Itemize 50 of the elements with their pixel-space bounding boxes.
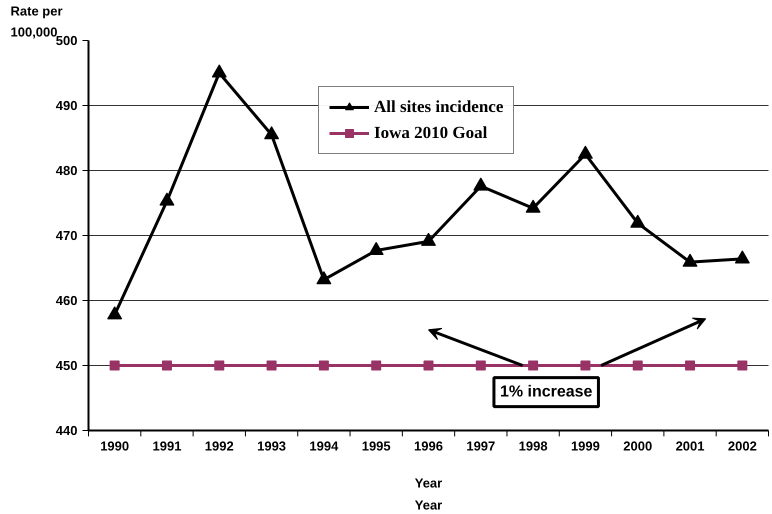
x-tick-label: 1990	[100, 438, 130, 454]
point	[371, 360, 382, 370]
point	[473, 178, 488, 191]
x-axis-title: Year	[414, 476, 442, 490]
x-tick-label: 1994	[309, 438, 340, 454]
point	[685, 360, 696, 370]
point	[264, 126, 280, 140]
x-tick-label: 1996	[414, 438, 443, 454]
y-tick-label: 480	[56, 163, 78, 178]
point	[212, 64, 227, 78]
x-tick-label: 2001	[676, 438, 704, 454]
point	[630, 214, 646, 228]
x-tick-label: 1998	[518, 438, 548, 454]
point	[734, 250, 750, 264]
point	[526, 200, 541, 213]
y-tick-label: 490	[56, 98, 78, 113]
annotation: 1% increase	[500, 384, 593, 401]
y-tick-label: 450	[56, 358, 78, 373]
x-tick-label: 1997	[466, 438, 496, 454]
point	[421, 232, 436, 246]
point	[316, 271, 332, 284]
x-tick-label: 1999	[570, 438, 600, 454]
point	[424, 360, 434, 370]
x-tick-label: 2002	[728, 438, 757, 454]
point	[528, 360, 538, 370]
point	[159, 192, 174, 206]
x-tick-label: 1995	[362, 438, 391, 454]
x-tick-label: 2000	[623, 438, 652, 454]
point	[368, 242, 384, 255]
point	[737, 360, 748, 370]
point	[580, 360, 590, 370]
point	[214, 360, 224, 370]
legend-label: Iowa 2010 Goal	[374, 123, 488, 143]
point	[476, 360, 486, 370]
y-tick-label: 440	[56, 423, 78, 438]
x-tick-label: 1993	[257, 438, 286, 454]
legend-label: All sites incidence	[374, 97, 504, 117]
point	[110, 360, 120, 370]
point	[632, 360, 643, 370]
x-tick-label: 1991	[152, 438, 182, 454]
point	[318, 360, 329, 370]
point	[578, 146, 593, 159]
x-tick-label: 1992	[204, 438, 234, 454]
point	[162, 360, 172, 370]
point	[266, 360, 277, 370]
y-tick-label: 470	[56, 228, 78, 243]
text: Year	[414, 498, 442, 512]
point	[107, 306, 122, 320]
point	[682, 254, 698, 267]
y-tick-label: 460	[56, 293, 78, 308]
